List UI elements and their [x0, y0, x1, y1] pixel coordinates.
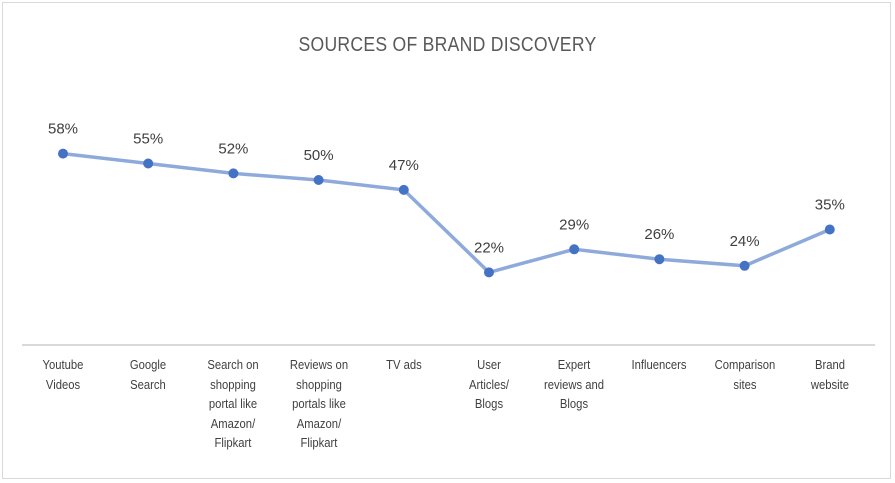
- x-tick-label-line: Expert: [557, 358, 591, 372]
- x-tick-label-line: reviews and: [544, 377, 605, 392]
- x-tick-label: Search on shopping portal like Amazon/Flipk…: [196, 356, 272, 454]
- data-point: [58, 148, 68, 159]
- chart-title: SOURCES OF BRAND DISCOVERY: [298, 34, 597, 56]
- series-line: [62, 151, 831, 275]
- x-tick-label-line: shopping: [295, 377, 342, 392]
- x-tick-label-line: Blogs: [474, 397, 504, 411]
- x-tick-label-line: Amazon/: [211, 416, 256, 431]
- data-label: 55%: [133, 131, 163, 148]
- data-label: 52%: [218, 140, 248, 157]
- x-tick-label: Brand website: [792, 356, 868, 395]
- data-point: [143, 158, 154, 169]
- x-tick-label-line: Influencers: [631, 358, 687, 372]
- data-point: [654, 254, 665, 265]
- data-label: 26%: [644, 226, 674, 243]
- x-tick-label-line: User: [477, 358, 501, 372]
- x-tick-label: Reviews on shopping portals like Amazon/Fli…: [281, 356, 357, 454]
- data-point: [739, 260, 750, 271]
- data-label: 47%: [389, 157, 419, 174]
- x-tick-label-line: sites: [733, 377, 757, 392]
- x-tick-label-line: Reviews on: [289, 358, 348, 372]
- x-tick-label-line: Google: [130, 358, 167, 372]
- x-tick-label: Influencers: [622, 356, 698, 376]
- data-point: [228, 168, 239, 179]
- x-tick-label-line: Youtube: [42, 358, 84, 372]
- x-tick-label-line: Amazon/: [296, 416, 341, 431]
- x-tick-label-line: Flipkart: [300, 436, 338, 450]
- x-tick-label-line: website: [810, 377, 849, 392]
- data-point: [484, 267, 494, 278]
- x-tick-label-line: TV ads: [385, 358, 422, 372]
- data-label: 29%: [559, 216, 589, 233]
- x-tick-label-line: Videos: [45, 377, 81, 392]
- data-label: 24%: [730, 233, 760, 250]
- data-label: 58%: [48, 121, 78, 138]
- x-tick-label-line: shopping: [210, 377, 257, 392]
- x-tick-label: User Articles/Blogs: [451, 356, 527, 415]
- x-tick-label: Google Search: [110, 356, 186, 395]
- x-tick-label: Youtube Videos: [25, 356, 101, 395]
- x-tick-label: Expert reviews and Blogs: [536, 356, 612, 415]
- x-tick-label: Comparison sites: [707, 356, 783, 395]
- data-label: 35%: [815, 197, 845, 214]
- data-point: [313, 175, 324, 185]
- x-tick-label-line: Comparison: [714, 358, 775, 372]
- data-point: [569, 244, 580, 255]
- x-tick-label-line: Brand: [814, 358, 845, 372]
- data-point: [398, 184, 409, 195]
- x-tick-label: TV ads: [366, 356, 442, 376]
- x-tick-label-line: Search on: [207, 358, 260, 372]
- x-tick-label-line: portal like: [209, 397, 258, 411]
- x-tick-label-line: Blogs: [560, 397, 589, 411]
- data-point: [824, 224, 835, 235]
- x-tick-label-line: Flipkart: [214, 436, 252, 450]
- data-label: 22%: [474, 239, 504, 256]
- x-tick-label-line: Search: [130, 377, 167, 392]
- x-tick-label-line: portals like: [291, 397, 346, 411]
- x-tick-label-line: Articles/: [468, 377, 509, 392]
- data-label: 50%: [304, 147, 334, 164]
